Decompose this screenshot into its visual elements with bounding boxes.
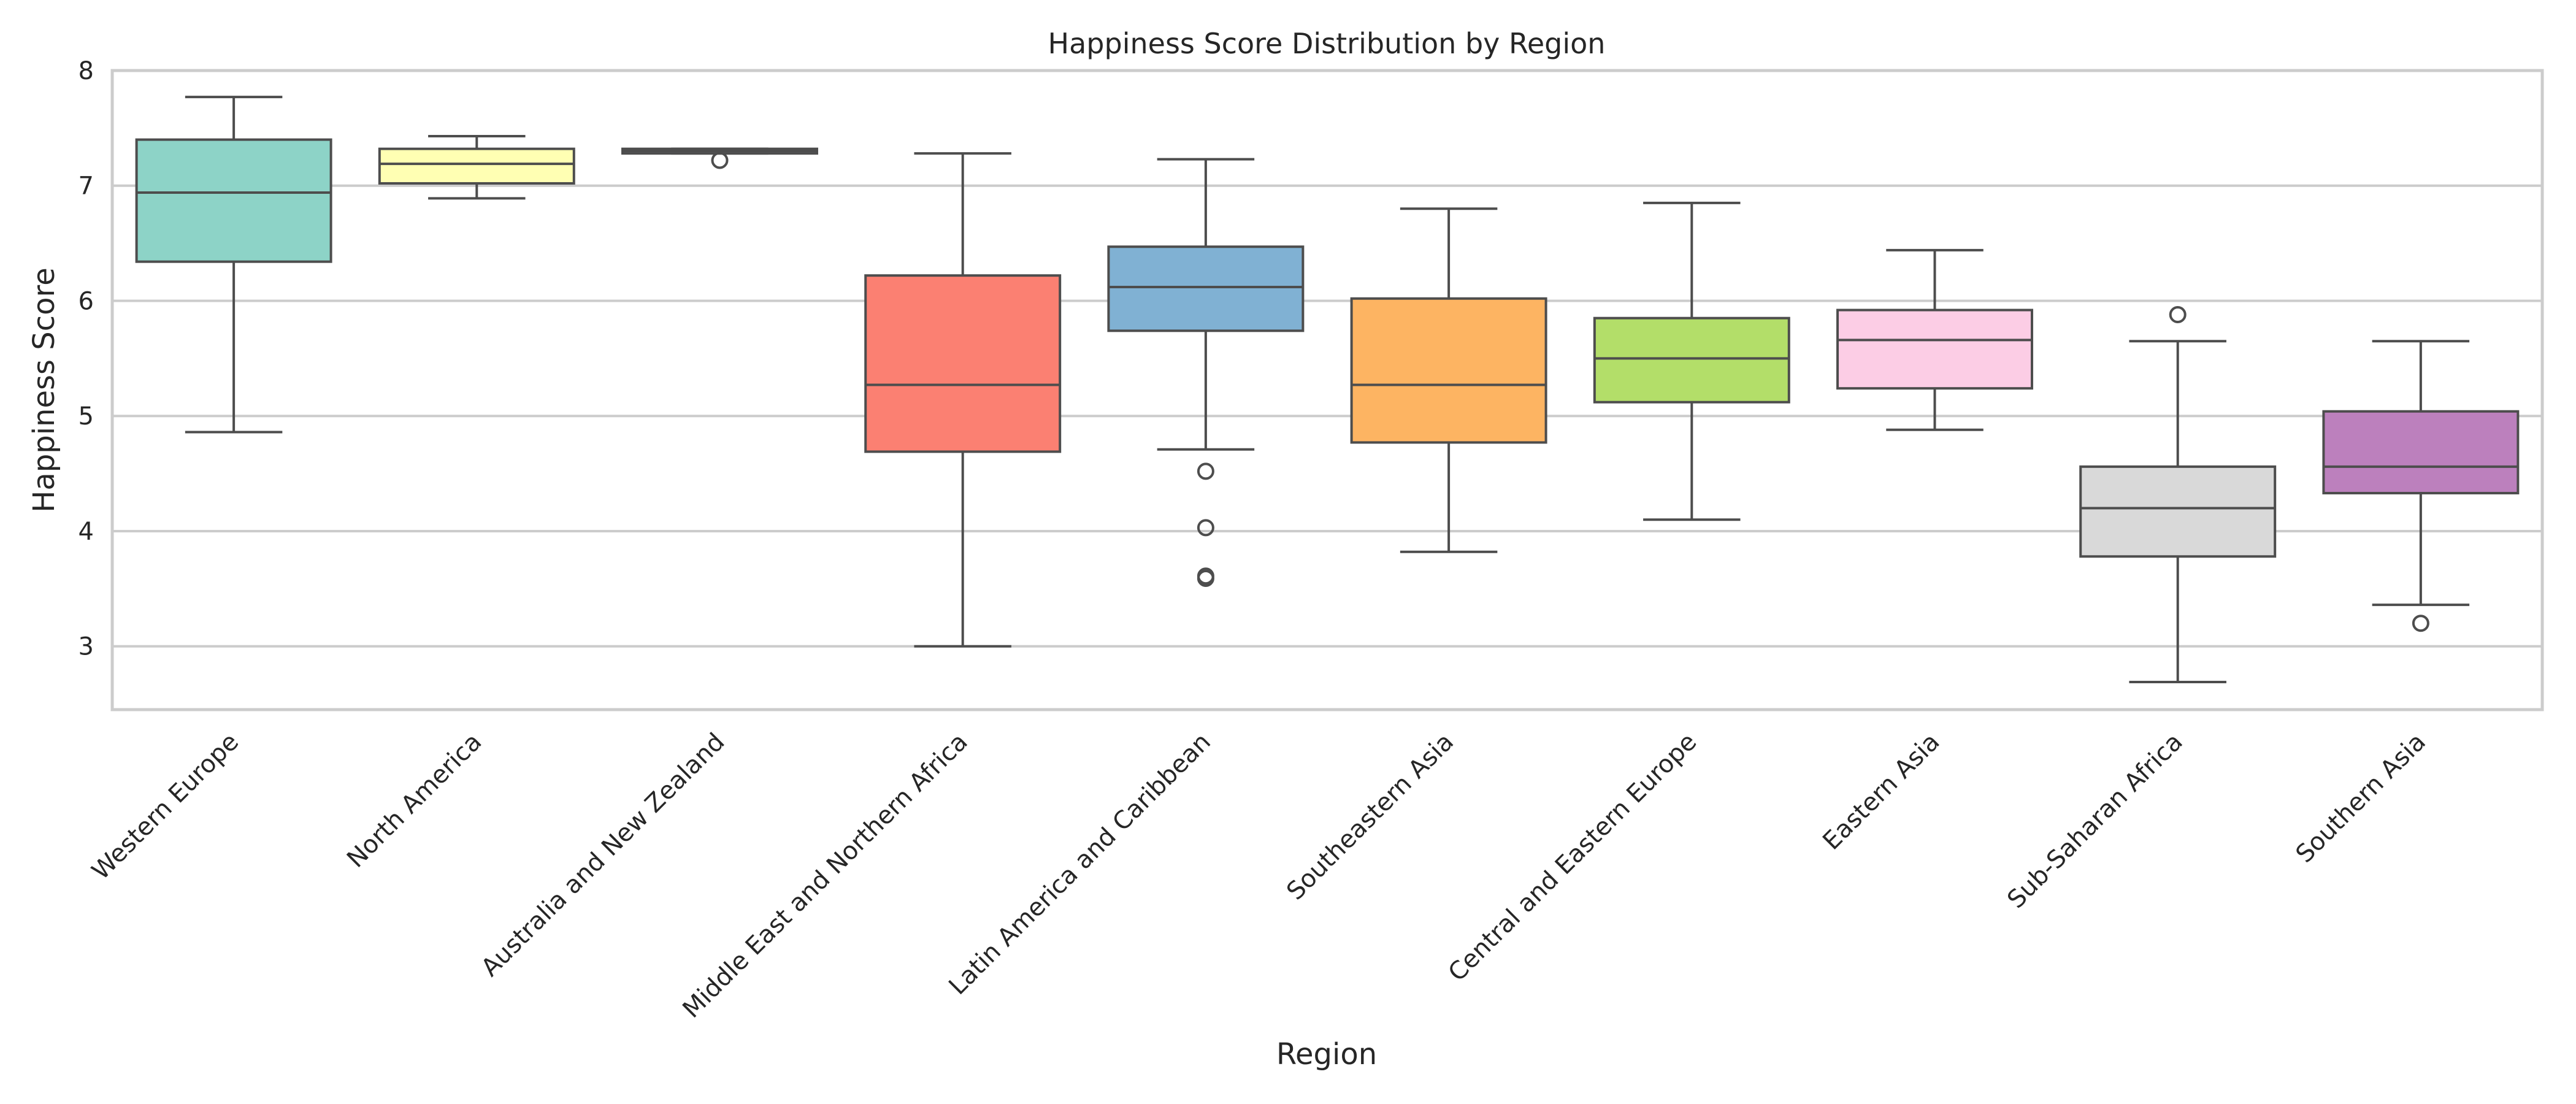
outlier-point-1 [2412,615,2429,632]
box-group-9 [2079,306,2277,683]
box-iqr [378,147,575,185]
box-iqr [1107,245,1305,332]
box-iqr [1350,297,1547,444]
x-tick-label-4: Middle East and Northern Africa [677,728,973,1024]
outlier-point-2 [1197,519,1214,537]
outlier-point-4 [1197,569,1214,587]
x-tick-label-10: Southern Asia [2291,728,2431,868]
box-group-5 [1107,158,1305,587]
y-tick-label-5: 5 [79,402,94,431]
y-tick-label-7: 7 [79,172,94,201]
box-iqr [864,274,1062,453]
y-tick-labels: 3 4 5 6 7 8 [79,57,94,661]
outlier-point-1 [1197,462,1214,480]
x-tick-label-1: Western Europe [86,728,244,886]
x-tick-label-9: Sub-Saharan Africa [2002,728,2188,914]
chart-title: Happiness Score Distribution by Region [1048,27,1606,60]
y-tick-label-4: 4 [79,518,94,546]
x-tick-label-3: Australia and New Zealand [476,728,730,983]
x-tick-label-7: Central and Eastern Europe [1443,728,1703,987]
box-group-10 [2322,340,2520,632]
box-group-2 [378,135,575,200]
box-iqr [2079,465,2277,558]
box-iqr [2322,410,2520,495]
box-group-3 [621,147,818,169]
box-group-6 [1350,207,1547,553]
x-tick-label-8: Eastern Asia [1817,728,1945,856]
plot-frame [110,69,2544,711]
box-group-8 [1836,248,2033,431]
box-iqr [1836,309,2033,390]
box-iqr [135,138,332,263]
y-tick-label-8: 8 [79,57,94,85]
y-axis-label: Happiness Score [27,267,61,512]
box-group-4 [864,152,1062,648]
box-group-7 [1593,201,1790,521]
x-tick-label-2: North America [342,728,487,873]
outlier-point-1 [711,151,729,169]
y-tick-label-3: 3 [79,633,94,661]
boxes [135,96,2520,683]
outlier-point-1 [2169,306,2187,324]
x-tick-label-5: Latin America and Caribbean [943,728,1216,1000]
box-group-1 [135,96,332,434]
x-tick-label-6: Southeastern Asia [1281,728,1459,906]
box-iqr [1593,316,1790,404]
y-tick-label-6: 6 [79,287,94,315]
x-axis-label: Region [1276,1037,1377,1071]
